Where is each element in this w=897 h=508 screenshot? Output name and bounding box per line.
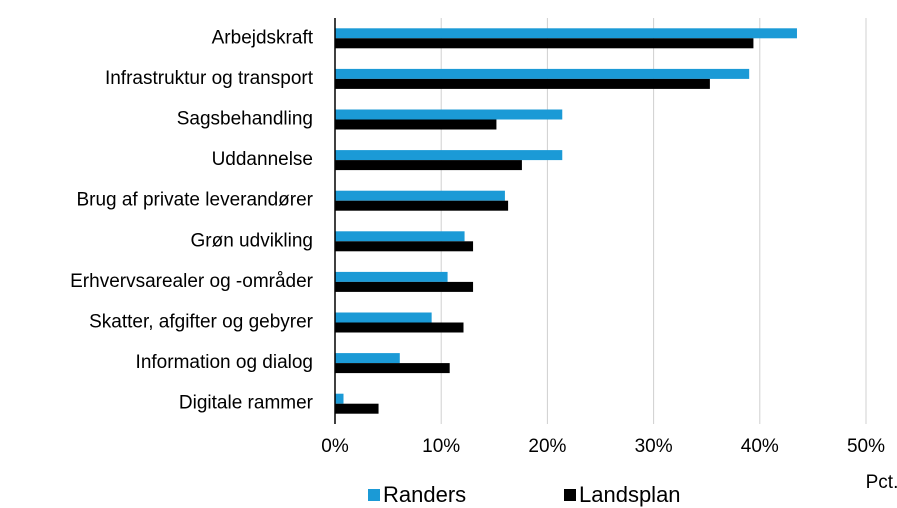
bar bbox=[335, 231, 465, 242]
bar bbox=[335, 403, 379, 414]
bar bbox=[335, 119, 497, 130]
x-tick-label: 40% bbox=[741, 436, 779, 457]
bar bbox=[335, 363, 450, 374]
bar bbox=[335, 109, 563, 120]
x-tick-label: 10% bbox=[422, 436, 460, 457]
legend-swatch bbox=[564, 489, 576, 501]
x-tick-label: 0% bbox=[321, 436, 349, 457]
bar bbox=[335, 160, 522, 171]
legend-label: Randers bbox=[383, 482, 466, 507]
legend-label: Landsplan bbox=[579, 482, 681, 507]
y-tick-label: Arbejdskraft bbox=[212, 27, 314, 48]
y-tick-label: Information og dialog bbox=[136, 352, 313, 373]
y-tick-label: Erhvervsarealer og -områder bbox=[70, 271, 314, 292]
x-tick-label: 20% bbox=[528, 436, 566, 457]
legend-swatch bbox=[368, 489, 380, 501]
x-tick-label: 30% bbox=[635, 436, 673, 457]
bar bbox=[335, 78, 710, 89]
bar bbox=[335, 38, 754, 49]
bar bbox=[335, 353, 400, 364]
bar bbox=[335, 393, 344, 404]
y-tick-label: Sagsbehandling bbox=[177, 109, 313, 130]
bar bbox=[335, 200, 509, 211]
y-tick-label: Uddannelse bbox=[212, 149, 313, 170]
y-tick-label: Grøn udvikling bbox=[191, 230, 314, 251]
y-tick-label: Digitale rammer bbox=[179, 393, 314, 414]
y-tick-label: Skatter, afgifter og gebyrer bbox=[89, 312, 314, 333]
y-tick-label: Infrastruktur og transport bbox=[105, 68, 314, 89]
bar bbox=[335, 281, 474, 292]
bar bbox=[335, 150, 563, 161]
x-axis-label: Pct. bbox=[866, 472, 897, 493]
bar bbox=[335, 271, 448, 282]
y-tick-label: Brug af private leverandører bbox=[76, 190, 313, 211]
bar bbox=[335, 312, 432, 323]
x-tick-label: 50% bbox=[847, 436, 885, 457]
bar bbox=[335, 241, 474, 252]
bar bbox=[335, 28, 797, 39]
bar bbox=[335, 68, 750, 79]
bar bbox=[335, 322, 464, 333]
bar bbox=[335, 190, 505, 201]
